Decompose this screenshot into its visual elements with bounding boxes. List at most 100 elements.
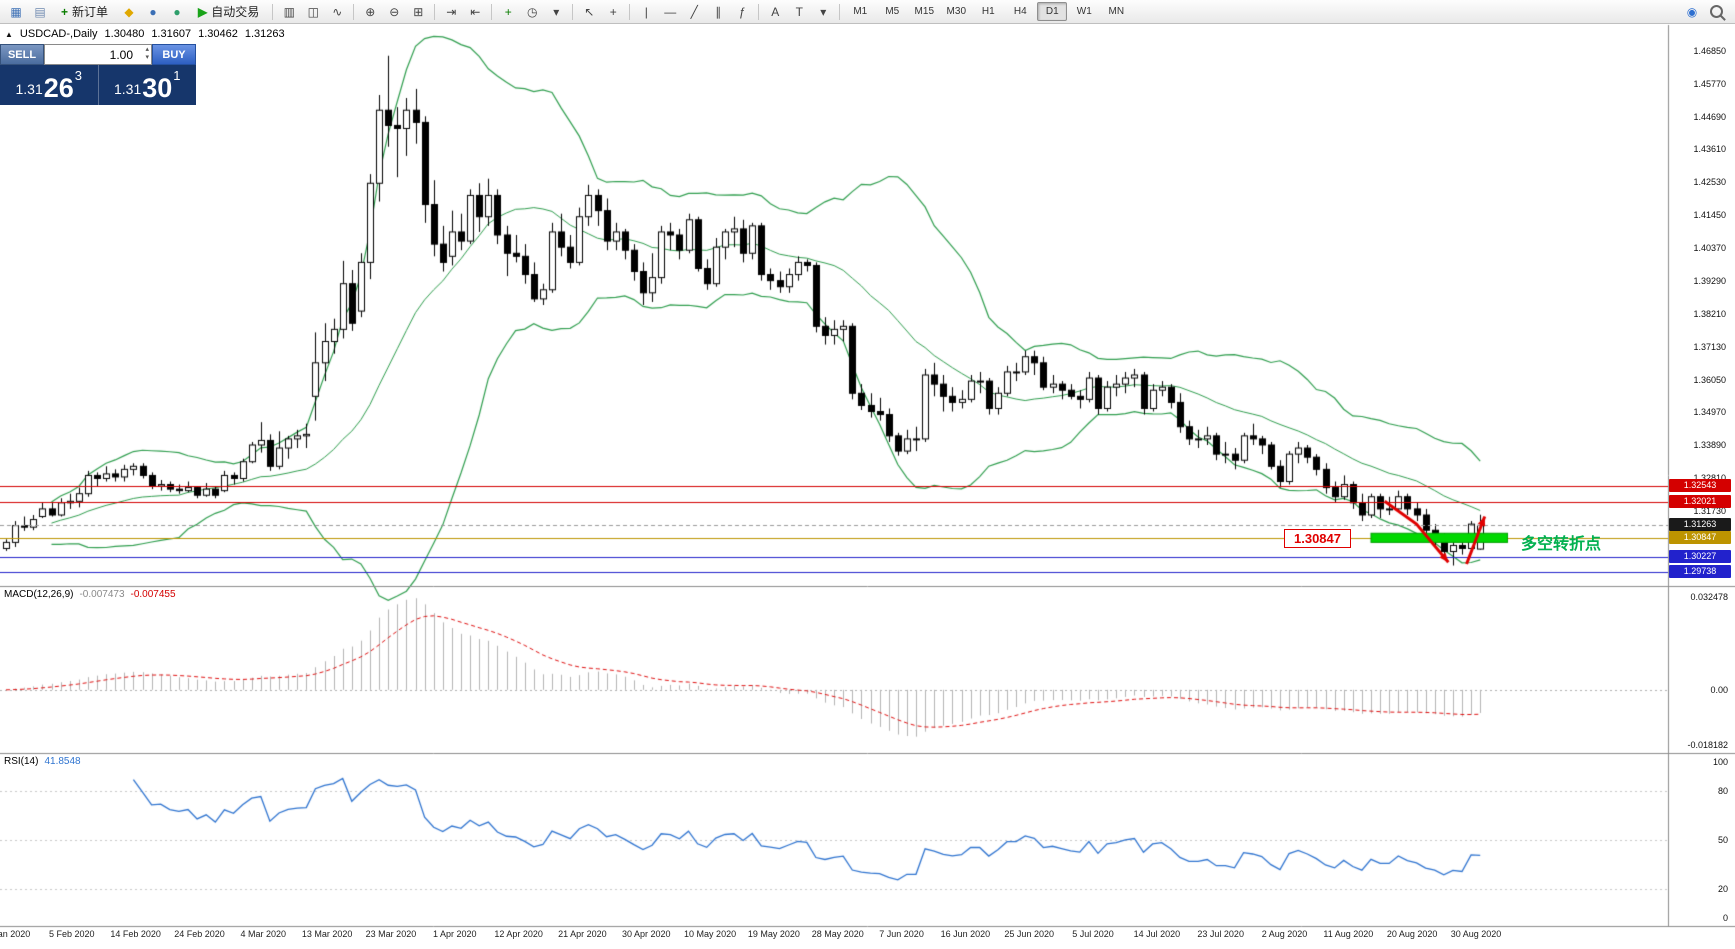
- ask-pip: 1: [173, 68, 181, 83]
- trendline-icon[interactable]: ╱: [690, 4, 698, 19]
- price-axis-label: 1.37130: [1693, 341, 1726, 352]
- new-order-button[interactable]: + 新订单: [54, 2, 115, 22]
- price-badge: 1.30227: [1669, 550, 1731, 563]
- price-badge: 1.32543: [1669, 479, 1731, 492]
- timeframe-m5[interactable]: M5: [885, 6, 900, 17]
- periods-icon[interactable]: ◷: [527, 4, 538, 19]
- metaeditor-icon[interactable]: ◆: [124, 4, 134, 19]
- sell-button[interactable]: SELL: [0, 44, 44, 65]
- date-label: 30 Aug 2020: [1450, 929, 1502, 939]
- new-order-icon: +: [61, 4, 69, 19]
- new-chart-icon[interactable]: ▦: [10, 4, 22, 19]
- date-label: 11 Aug 2020: [1323, 929, 1374, 939]
- support-price-label[interactable]: 1.30847: [1284, 529, 1351, 548]
- date-label: 5 Jul 2020: [1072, 929, 1114, 939]
- macd-scale-label: -0.018182: [1687, 740, 1728, 750]
- timeframe-h1[interactable]: H1: [981, 6, 995, 17]
- text-icon[interactable]: A: [771, 4, 780, 19]
- grid-icon[interactable]: ⊞: [413, 4, 424, 19]
- ask-price: 1.31 30 1: [99, 65, 197, 105]
- date-label: 12 Apr 2020: [494, 929, 543, 939]
- macd-scale-label: 0.00: [1710, 684, 1728, 695]
- chart-profiles-icon[interactable]: ▤: [34, 4, 46, 19]
- community-icon[interactable]: ◉: [1686, 4, 1698, 19]
- price-axis-label: 1.44690: [1693, 111, 1726, 122]
- toolbar: ▦ ▤ + 新订单 ◆ ● ● ▶ 自动交易 ▥ ◫ ∿ ⊕ ⊖ ⊞ ⇥ ⇤ + ◷ ▾ ↖ + | — ╱ ∥ ƒ A T ▾ M1 M5 M…: [0, 0, 1735, 24]
- market-watch-icon[interactable]: ●: [173, 4, 181, 19]
- toolbar-separator: [572, 3, 574, 20]
- ohlc-open: 1.30480: [104, 28, 145, 40]
- text-label-icon[interactable]: T: [795, 4, 803, 19]
- zoom-out-icon[interactable]: ⊖: [389, 4, 400, 19]
- autotrading-button[interactable]: ▶ 自动交易: [191, 2, 266, 22]
- rsi-scale-label: 100: [1712, 757, 1728, 767]
- chart-shift-icon[interactable]: ⇤: [470, 4, 481, 19]
- channel-icon[interactable]: ∥: [715, 4, 722, 19]
- one-click-trading-panel: SELL ▴ ▾ BUY 1.31 26 3 1.31: [0, 44, 196, 105]
- date-label: 16 Jun 2020: [940, 929, 991, 939]
- crosshair-icon[interactable]: +: [609, 4, 617, 19]
- timeframe-m30[interactable]: M30: [946, 6, 966, 17]
- date-label: 25 Jun 2020: [1004, 929, 1054, 939]
- bid-price: 1.31 26 3: [0, 65, 99, 105]
- price-axis-label: 1.41450: [1693, 210, 1726, 221]
- timeframe-m1[interactable]: M1: [853, 6, 868, 17]
- date-label: 14 Feb 2020: [110, 929, 161, 939]
- date-label: 1 Apr 2020: [433, 929, 477, 939]
- date-label: 7 Jun 2020: [879, 929, 924, 939]
- templates-icon[interactable]: ▾: [553, 4, 560, 19]
- candlestick-chart-icon[interactable]: ◫: [307, 4, 319, 19]
- buy-button[interactable]: BUY: [152, 44, 196, 65]
- indicators-add-icon[interactable]: +: [504, 4, 512, 19]
- price-axis-label: 1.34970: [1693, 407, 1726, 418]
- timeframe-h4[interactable]: H4: [1013, 6, 1027, 17]
- volume-input[interactable]: [45, 45, 151, 64]
- timeframe-w1[interactable]: W1: [1076, 6, 1092, 17]
- autotrading-icon: ▶: [198, 4, 208, 19]
- zoom-in-icon[interactable]: ⊕: [365, 4, 376, 19]
- search-icon[interactable]: [1710, 5, 1723, 18]
- price-axis-label: 1.46850: [1693, 45, 1726, 56]
- bid-pip: 3: [74, 68, 83, 83]
- date-label: 14 Jul 2020: [1133, 929, 1181, 939]
- timeframe-d1[interactable]: D1: [1037, 2, 1068, 21]
- turning-point-annotation[interactable]: 多空转折点: [1521, 536, 1602, 553]
- chart-marker-icon: ▲: [5, 29, 13, 39]
- rsi-scale-label: 80: [1717, 785, 1728, 796]
- horizontal-line-icon[interactable]: —: [664, 4, 677, 19]
- line-chart-icon[interactable]: ∿: [332, 4, 343, 19]
- price-axis-label: 1.36050: [1693, 374, 1726, 385]
- arrows-icon[interactable]: ▾: [820, 4, 827, 19]
- vertical-line-icon[interactable]: |: [644, 4, 648, 19]
- macd-main-value: -0.007473: [79, 589, 125, 600]
- macd-name: MACD(12,26,9): [4, 589, 74, 600]
- rsi-name: RSI(14): [4, 756, 39, 767]
- chart-title: ▲ USDCAD-,Daily 1.30480 1.31607 1.30462 …: [5, 28, 285, 40]
- volume-up-icon[interactable]: ▴: [145, 46, 149, 53]
- ohlc-close: 1.31263: [244, 28, 285, 40]
- options-icon[interactable]: ●: [149, 4, 157, 19]
- timeframe-m15[interactable]: M15: [914, 6, 934, 17]
- toolbar-separator: [491, 3, 493, 20]
- auto-scroll-icon[interactable]: ⇥: [446, 4, 457, 19]
- autotrading-button-label: 自动交易: [211, 5, 260, 19]
- date-label: 30 Apr 2020: [621, 929, 671, 939]
- timeframe-mn[interactable]: MN: [1108, 6, 1125, 17]
- date-label: 13 Mar 2020: [301, 929, 353, 939]
- price-axis-label: 1.38210: [1693, 308, 1726, 319]
- price-badge: 1.30847: [1669, 531, 1731, 544]
- price-axis-label: 1.43610: [1693, 144, 1726, 155]
- bar-chart-icon[interactable]: ▥: [283, 4, 295, 19]
- date-label: 23 Jul 2020: [1197, 929, 1244, 939]
- rsi-label: RSI(14) 41.8548: [4, 756, 81, 767]
- date-label: 2 Aug 2020: [1261, 929, 1308, 939]
- volume-down-icon[interactable]: ▾: [145, 54, 149, 61]
- fibonacci-icon[interactable]: ƒ: [738, 4, 746, 19]
- bid-digits: 26: [43, 73, 74, 103]
- cursor-icon[interactable]: ↖: [584, 4, 595, 19]
- rsi-value: 41.8548: [44, 756, 81, 767]
- date-label: 19 May 2020: [747, 929, 800, 939]
- ask-digits: 30: [142, 73, 173, 103]
